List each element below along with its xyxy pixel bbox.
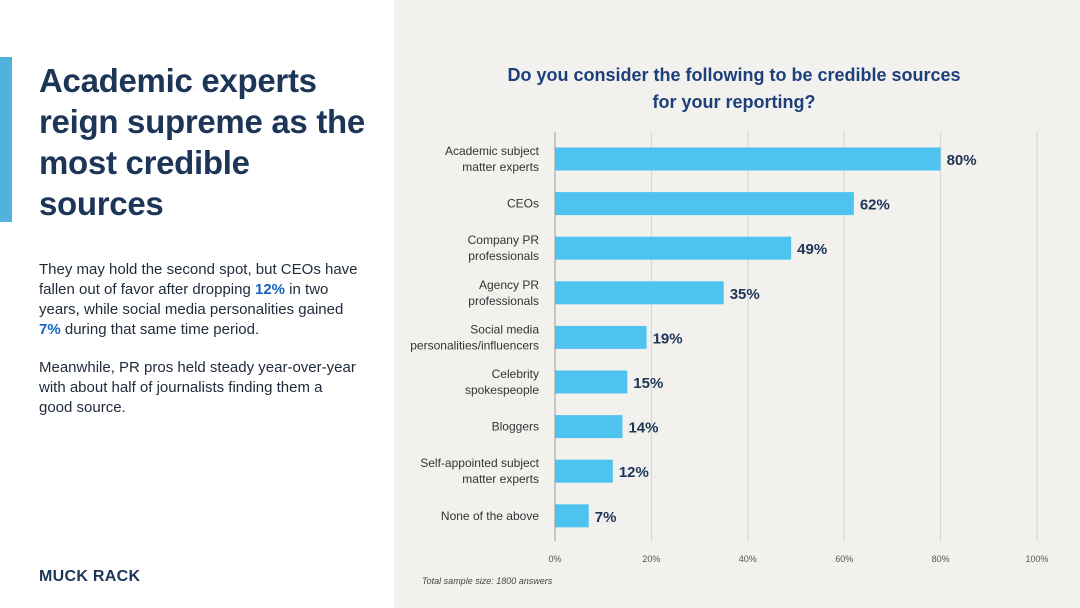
value-label: 19% xyxy=(653,330,683,347)
paragraph-2: Meanwhile, PR pros held steady year-over… xyxy=(39,359,356,416)
ceo-drop-highlight: 12% xyxy=(254,281,286,298)
category-label: Celebrity spokespeople xyxy=(465,367,539,397)
headline: Academic experts reign supreme as the mo… xyxy=(39,62,365,222)
category-label-line: spokespeople xyxy=(465,383,539,397)
left-panel: Academic experts reign supreme as the mo… xyxy=(0,0,394,608)
category-label-line: None of the above xyxy=(441,509,539,523)
category-label-line: CEOs xyxy=(507,197,539,211)
value-label: 7% xyxy=(595,509,617,526)
x-tick-label: 100% xyxy=(1025,554,1048,564)
bar-8 xyxy=(555,504,589,528)
category-label: Company PR professionals xyxy=(468,233,540,263)
category-label-line: Agency PR xyxy=(479,278,539,292)
category-label-line: matter experts xyxy=(462,160,539,174)
value-label: 80% xyxy=(947,152,977,169)
value-label: 15% xyxy=(633,375,663,392)
category-label-line: professionals xyxy=(468,249,539,263)
category-label-line: Self-appointed subject xyxy=(420,456,539,470)
accent-bar xyxy=(0,57,12,222)
paragraph-1-part-2: in two years, while social media persona… xyxy=(39,281,344,318)
x-tick-label: 0% xyxy=(548,554,561,564)
value-label: 62% xyxy=(860,197,890,214)
category-label: None of the above xyxy=(441,509,539,523)
bar-3 xyxy=(555,281,724,305)
paragraph-1-part-3: during that same time period. xyxy=(60,321,260,338)
category-label-line: professionals xyxy=(468,294,539,308)
x-tick-label: 60% xyxy=(835,554,853,564)
category-label-line: Social media xyxy=(470,322,539,336)
paragraph-1-part-1: They may hold the second spot, but CEOs … xyxy=(39,261,358,298)
category-label: CEOs xyxy=(507,197,539,211)
bar-5 xyxy=(555,370,628,394)
body-text: They may hold the second spot, but CEOs … xyxy=(39,260,359,436)
bar-4 xyxy=(555,325,647,349)
x-tick-label: 80% xyxy=(932,554,950,564)
category-label-line: matter experts xyxy=(462,472,539,486)
category-label-line: personalities/influencers xyxy=(410,338,539,352)
category-label: Social media personalities/influencers xyxy=(410,322,539,352)
value-label: 14% xyxy=(628,420,658,437)
bar-2 xyxy=(555,236,792,260)
chart-panel: Do you consider the following to be cred… xyxy=(394,0,1080,608)
category-label-line: Bloggers xyxy=(492,420,539,434)
paragraph-1: They may hold the second spot, but CEOs … xyxy=(39,260,359,340)
category-label: Bloggers xyxy=(492,420,539,434)
muck-rack-logo: MUCK RACK xyxy=(39,568,141,585)
category-label: Academic subject matter experts xyxy=(445,144,540,174)
x-tick-label: 40% xyxy=(739,554,757,564)
sample-size-footnote: Total sample size: 1800 answers xyxy=(422,576,553,586)
bar-6 xyxy=(555,415,623,439)
x-tick-label: 20% xyxy=(642,554,660,564)
chart-title: Do you consider the following to be cred… xyxy=(507,65,961,112)
category-label-line: Celebrity xyxy=(492,367,539,381)
bar-chart: 0% 20% 40% 60% 80% 100% 80% Academic subject mat… xyxy=(410,132,1049,564)
bar-7 xyxy=(555,459,613,483)
value-label: 12% xyxy=(619,464,649,481)
value-label: 35% xyxy=(730,286,760,303)
category-label: Agency PR professionals xyxy=(468,278,539,308)
category-label-line: Company PR xyxy=(468,233,540,247)
value-label: 49% xyxy=(797,241,827,258)
social-gain-highlight: 7% xyxy=(39,321,61,338)
category-label: Self-appointed subject matter experts xyxy=(420,456,539,486)
bar-1 xyxy=(555,192,854,216)
category-label-line: Academic subject xyxy=(445,144,540,158)
bar-0 xyxy=(555,147,941,171)
